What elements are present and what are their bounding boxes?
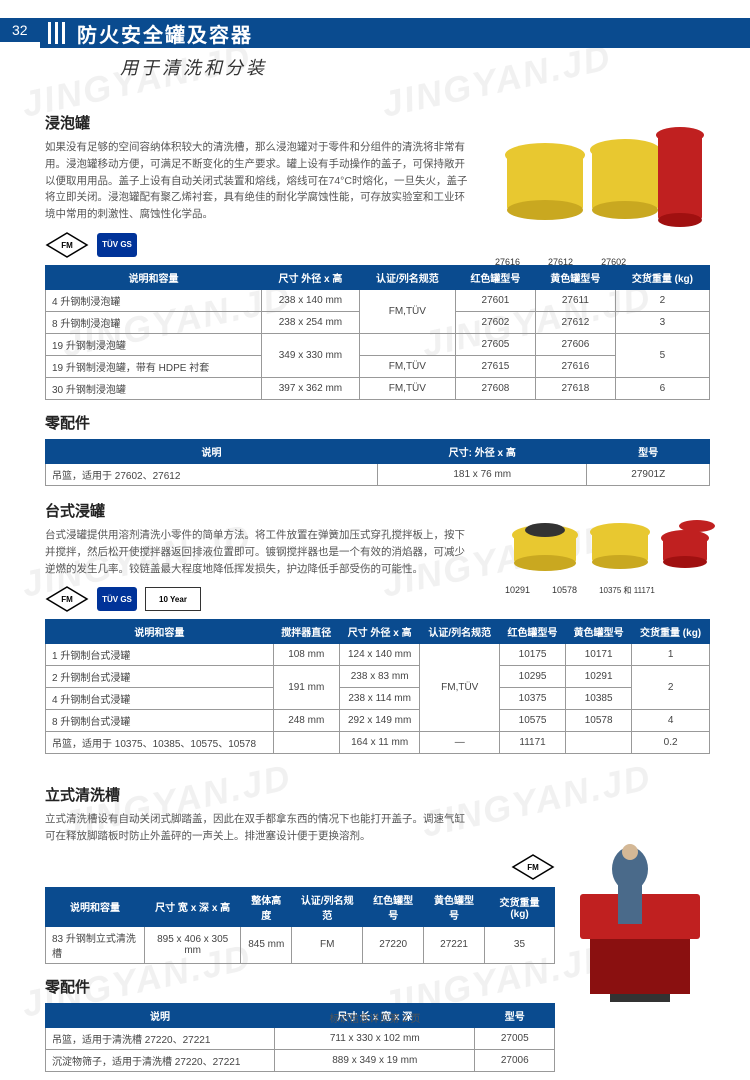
gs-badge-icon: TÜV GS [97, 233, 137, 257]
table-row: 83 升钢制立式清洗槽895 x 406 x 305 mm845 mmFM272… [46, 926, 555, 963]
table-row: 吊篮，适用于 27602、27612181 x 76 mm27901Z [46, 463, 710, 485]
fm-badge-icon: FM [45, 231, 89, 259]
section-title-dip: 浸泡罐 [45, 112, 710, 133]
svg-text:FM: FM [527, 863, 539, 872]
section-body: 立式清洗槽设有自动关闭式脚踏盖，因此在双手都拿东西的情况下也能打开盖子。调速气缸… [45, 811, 475, 845]
product-image-group-2: 10291 10578 10375 和 11171 [505, 500, 715, 596]
section-title-acc1: 零配件 [45, 412, 710, 433]
product-image-washing [550, 834, 720, 1019]
warranty-badge-icon: 10 Year [145, 587, 201, 611]
cert-row: FM [45, 853, 555, 881]
table-row: 1 升钢制台式浸罐108 mm124 x 140 mmFM,TÜV1017510… [46, 644, 710, 666]
section-body: 如果没有足够的空间容纳体积较大的清洗槽，那么浸泡罐对于零件和分组件的清洗将非常有… [45, 139, 475, 223]
table-row: 2 升钢制台式浸罐191 mm238 x 83 mm10295102912 [46, 666, 710, 688]
page-number: 32 [0, 18, 40, 42]
accessories-table-1: 说明尺寸: 外径 x 高型号 吊篮，适用于 27602、27612181 x 7… [45, 439, 710, 486]
table-row: 吊篮，适用于清洗槽 27220、27221711 x 330 x 102 mm2… [46, 1027, 555, 1049]
cert-row: FM TÜV GS [45, 231, 710, 259]
table-row: 19 升钢制浸泡罐，带有 HDPE 衬套FM,TÜV2761527616 [46, 355, 710, 377]
table-row: 4 升钢制浸泡罐238 x 140 mmFM,TÜV27601276112 [46, 289, 710, 311]
table-row: 4 升钢制台式浸罐238 x 114 mm1037510385 [46, 688, 710, 710]
product-label: 10291 [505, 585, 530, 596]
svg-text:FM: FM [61, 595, 73, 604]
product-label: 10375 和 11171 [599, 585, 655, 596]
fm-badge-icon: FM [45, 585, 89, 613]
section-title-wash: 立式清洗槽 [45, 784, 710, 805]
page-title: 防火安全罐及容器 [77, 19, 253, 48]
table-row: 8 升钢制台式浸罐248 mm292 x 149 mm10575105784 [46, 710, 710, 732]
page-footer: 标识信息详见第 2 页 [0, 1010, 750, 1025]
title-bar: 防火安全罐及容器 [40, 18, 750, 48]
section-body: 台式浸罐提供用溶剂清洗小零件的简单方法。将工件放置在弹簧加压式穿孔搅拌板上，按下… [45, 527, 475, 577]
fm-badge-icon: FM [511, 853, 555, 881]
bench-tank-table: 说明和容量搅拌器直径尺寸 外径 x 高认证/列名规范红色罐型号黄色罐型号交货重量… [45, 619, 710, 754]
page-subtitle: 用于清洗和分装 [120, 54, 267, 80]
gs-badge-icon: TÜV GS [97, 587, 137, 611]
table-row: 沉淀物筛子，适用于清洗槽 27220、27221889 x 349 x 19 m… [46, 1049, 555, 1071]
wash-tank-table: 说明和容量尺寸 宽 x 深 x 高整体高度认证/列名规范红色罐型号黄色罐型号交货… [45, 887, 555, 964]
dip-tank-table: 说明和容量尺寸 外径 x 高认证/列名规范红色罐型号黄色罐型号交货重量 (kg)… [45, 265, 710, 400]
table-row: 19 升钢制浸泡罐349 x 330 mm27605276065 [46, 333, 710, 355]
svg-text:FM: FM [61, 241, 73, 250]
table-row: 30 升钢制浸泡罐397 x 362 mmFM,TÜV27608276186 [46, 377, 710, 399]
table-row: 吊篮，适用于 10375、10385、10575、10578164 x 11 m… [46, 732, 710, 754]
product-label: 10578 [552, 585, 577, 596]
